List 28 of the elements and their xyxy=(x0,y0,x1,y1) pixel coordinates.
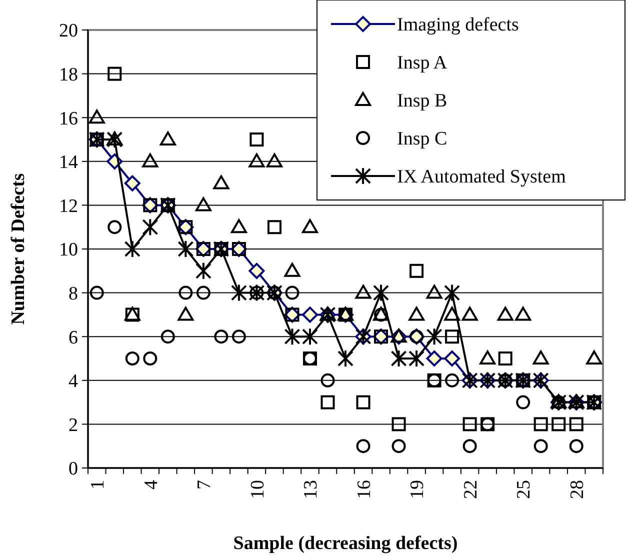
y-tick-label: 16 xyxy=(59,108,78,130)
y-tick-label: 20 xyxy=(59,20,78,42)
x-tick-label: 1 xyxy=(88,480,109,490)
legend-label: Insp B xyxy=(397,90,448,112)
y-tick-label: 18 xyxy=(59,64,78,86)
x-tick-label: 4 xyxy=(140,480,162,490)
y-tick-label: 0 xyxy=(68,458,78,480)
y-tick-label: 8 xyxy=(68,283,78,304)
y-tick-label: 12 xyxy=(59,196,78,217)
legend-label: Imaging defects xyxy=(397,14,519,36)
legend-label: IX Automated System xyxy=(397,166,566,188)
x-axis-title: Sample (decreasing defects) xyxy=(233,533,458,554)
x-tick-label: 7 xyxy=(194,480,216,490)
legend-label: Insp A xyxy=(397,52,448,74)
x-tick-label: 19 xyxy=(407,480,428,499)
x-tick-label: 28 xyxy=(567,480,588,499)
x-tick-label: 22 xyxy=(460,480,482,499)
y-axis-title: Number of Defects xyxy=(8,173,29,325)
x-tick-label: 25 xyxy=(514,480,535,499)
legend-label: Insp C xyxy=(397,128,448,150)
y-tick-label: 10 xyxy=(59,240,78,261)
y-tick-label: 2 xyxy=(68,414,78,436)
y-tick-label: 6 xyxy=(68,327,78,348)
x-tick-label: 16 xyxy=(354,480,375,499)
x-tick-label: 10 xyxy=(247,480,268,499)
x-tick-label: 13 xyxy=(300,480,322,499)
y-tick-label: 4 xyxy=(68,371,78,392)
y-tick-label: 14 xyxy=(59,152,78,174)
